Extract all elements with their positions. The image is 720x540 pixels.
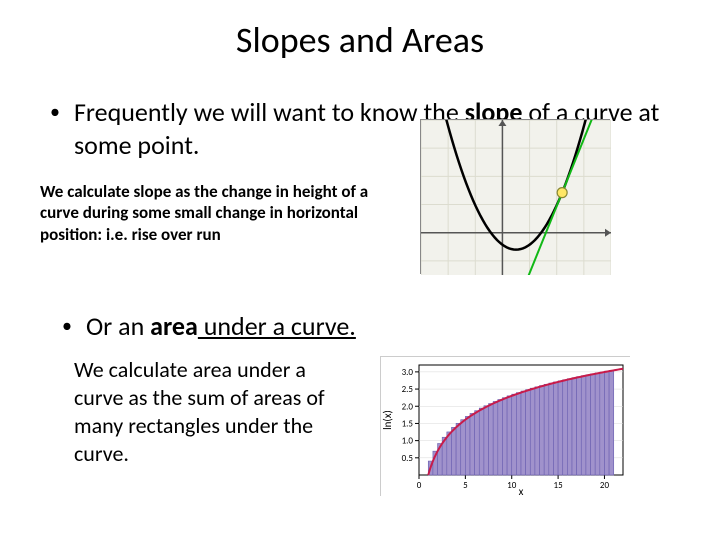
svg-text:20: 20 bbox=[600, 480, 610, 491]
tangent-svg bbox=[421, 120, 611, 275]
svg-text:2.5: 2.5 bbox=[402, 384, 414, 395]
bullet-area-text: Or an area under a curve. bbox=[86, 310, 356, 342]
figure-area: 0.5 1.0 1.5 2.0 2.5 3.0 0 5 10 15 20 x ln(x) bbox=[380, 356, 630, 496]
slide: Slopes and Areas • Frequently we will wa… bbox=[0, 0, 720, 540]
svg-text:3.0: 3.0 bbox=[402, 367, 414, 378]
area-svg: 0.5 1.0 1.5 2.0 2.5 3.0 0 5 10 15 20 x ln(x) bbox=[381, 357, 631, 497]
bullet-dot: • bbox=[62, 310, 72, 342]
figure-tangent bbox=[420, 119, 610, 274]
txt: Frequently we will want to know the bbox=[74, 96, 465, 128]
svg-text:ln(x): ln(x) bbox=[381, 410, 394, 430]
row-area: We calculate area under a curve as the s… bbox=[40, 356, 680, 496]
svg-text:2.0: 2.0 bbox=[402, 401, 414, 412]
svg-text:5: 5 bbox=[463, 480, 468, 491]
svg-text:15: 15 bbox=[554, 480, 564, 491]
bullet-dot: • bbox=[50, 96, 60, 128]
txt: Or an bbox=[86, 310, 150, 342]
txt-bold: area bbox=[150, 310, 198, 342]
slide-title: Slopes and Areas bbox=[40, 18, 680, 62]
subtext-area: We calculate area under a curve as the s… bbox=[40, 356, 330, 469]
svg-text:0.5: 0.5 bbox=[402, 453, 414, 464]
svg-text:1.5: 1.5 bbox=[402, 418, 414, 429]
txt-under: under a curve. bbox=[198, 310, 356, 342]
row-slope: We calculate slope as the change in heig… bbox=[40, 177, 680, 274]
svg-text:1.0: 1.0 bbox=[402, 436, 414, 447]
svg-text:x: x bbox=[519, 485, 524, 497]
subtext-slope: We calculate slope as the change in heig… bbox=[40, 181, 380, 245]
svg-text:10: 10 bbox=[507, 480, 517, 491]
svg-text:0: 0 bbox=[417, 480, 422, 491]
bullet-area: • Or an area under a curve. bbox=[40, 310, 680, 342]
